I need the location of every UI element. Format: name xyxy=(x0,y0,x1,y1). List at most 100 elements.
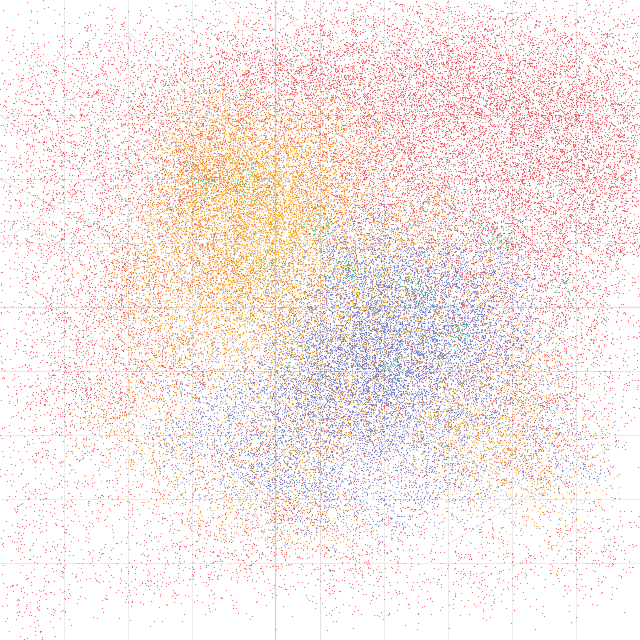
Point xyxy=(511,184,522,194)
Point xyxy=(57,372,67,382)
Point xyxy=(217,109,227,119)
Point xyxy=(437,352,447,362)
Point xyxy=(326,276,337,286)
Point xyxy=(396,153,406,163)
Point xyxy=(289,291,300,301)
Point xyxy=(252,180,262,191)
Point xyxy=(250,198,260,208)
Point xyxy=(559,481,570,492)
Point xyxy=(220,384,230,394)
Point xyxy=(343,443,353,453)
Point xyxy=(572,163,582,173)
Point xyxy=(374,318,385,328)
Point xyxy=(563,113,573,124)
Point xyxy=(310,225,320,235)
Point xyxy=(236,264,246,274)
Point xyxy=(455,94,465,104)
Point xyxy=(389,321,399,331)
Point xyxy=(271,177,282,187)
Point xyxy=(284,121,294,131)
Point xyxy=(191,189,202,200)
Point xyxy=(504,361,515,371)
Point xyxy=(332,214,342,225)
Point xyxy=(477,417,487,428)
Point xyxy=(391,399,401,409)
Point xyxy=(186,96,196,106)
Point xyxy=(318,68,328,79)
Point xyxy=(388,191,398,202)
Point xyxy=(459,445,469,455)
Point xyxy=(332,208,342,218)
Point xyxy=(418,398,428,408)
Point xyxy=(417,348,428,358)
Point xyxy=(378,173,388,184)
Point xyxy=(524,58,534,68)
Point xyxy=(378,168,388,178)
Point xyxy=(415,8,425,18)
Point xyxy=(137,377,147,387)
Point xyxy=(94,378,104,388)
Point xyxy=(63,137,73,147)
Point xyxy=(391,209,401,219)
Point xyxy=(237,510,248,520)
Point xyxy=(504,307,515,317)
Point xyxy=(550,344,561,355)
Point xyxy=(433,280,444,291)
Point xyxy=(229,200,239,210)
Point xyxy=(412,429,422,440)
Point xyxy=(122,288,132,298)
Point xyxy=(420,234,430,244)
Point xyxy=(445,220,456,230)
Point xyxy=(195,422,205,432)
Point xyxy=(148,218,158,228)
Point xyxy=(608,70,618,80)
Point xyxy=(74,139,84,149)
Point xyxy=(390,285,401,296)
Point xyxy=(49,5,59,15)
Point xyxy=(515,401,525,411)
Point xyxy=(243,185,253,195)
Point xyxy=(216,249,226,259)
Point xyxy=(415,202,426,212)
Point xyxy=(275,363,285,373)
Point xyxy=(420,364,430,374)
Point xyxy=(88,303,98,313)
Point xyxy=(362,394,372,404)
Point xyxy=(182,76,193,86)
Point xyxy=(348,390,358,401)
Point xyxy=(136,133,146,143)
Point xyxy=(220,132,230,142)
Point xyxy=(584,278,594,289)
Point xyxy=(339,225,349,236)
Point xyxy=(341,331,351,341)
Point xyxy=(466,342,476,352)
Point xyxy=(356,64,367,74)
Point xyxy=(584,78,594,88)
Point xyxy=(330,399,340,410)
Point xyxy=(571,303,581,313)
Point xyxy=(234,163,244,173)
Point xyxy=(44,253,54,263)
Point xyxy=(236,369,246,379)
Point xyxy=(513,221,524,232)
Point xyxy=(167,304,177,314)
Point xyxy=(552,350,562,360)
Point xyxy=(459,120,469,130)
Point xyxy=(452,51,462,61)
Point xyxy=(193,204,203,214)
Point xyxy=(434,316,444,326)
Point xyxy=(126,196,136,207)
Point xyxy=(428,316,438,326)
Point xyxy=(552,193,563,203)
Point xyxy=(433,42,443,52)
Point xyxy=(349,255,359,265)
Point xyxy=(576,456,586,467)
Point xyxy=(396,137,406,147)
Point xyxy=(374,384,384,394)
Point xyxy=(324,390,334,401)
Point xyxy=(447,522,457,532)
Point xyxy=(349,342,359,352)
Point xyxy=(355,382,365,392)
Point xyxy=(136,129,146,139)
Point xyxy=(591,269,601,280)
